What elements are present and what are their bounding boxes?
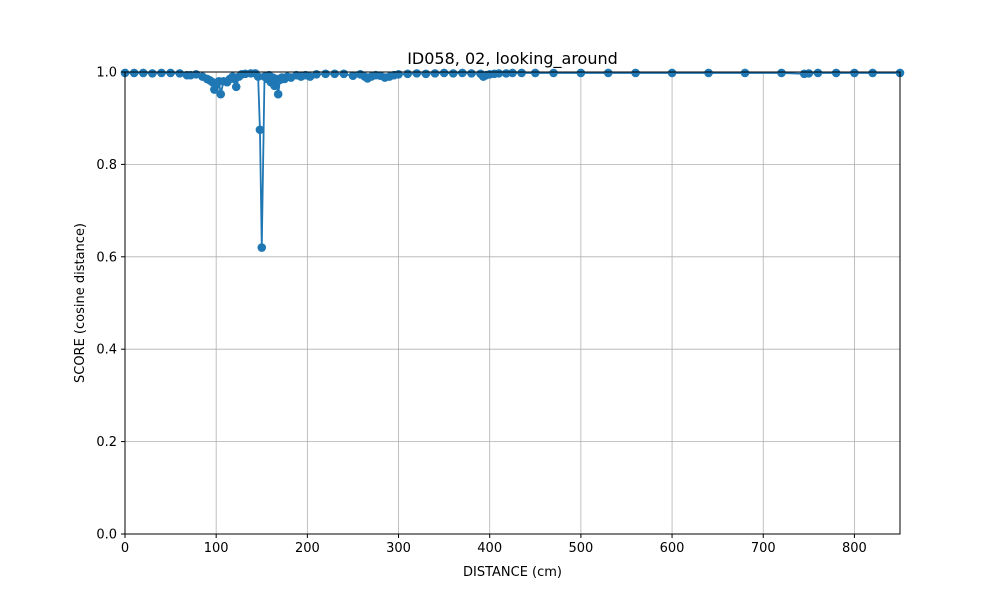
data-point <box>412 69 422 78</box>
data-point <box>576 68 586 78</box>
data-point <box>439 68 449 78</box>
data-point <box>517 68 526 78</box>
data-point <box>394 70 403 79</box>
data-point <box>166 68 175 78</box>
y-tick-label: 0.8 <box>96 158 117 173</box>
data-point <box>403 69 412 79</box>
data-point <box>257 243 267 252</box>
y-axis: 0.0 0.2 0.4 0.6 0.8 1.0 <box>96 66 125 543</box>
data-point <box>740 68 750 78</box>
data-point <box>549 68 558 78</box>
data-point <box>631 68 640 78</box>
x-tick-label: 700 <box>751 541 776 556</box>
data-point <box>255 125 265 135</box>
data-point <box>850 68 859 78</box>
data-point <box>530 68 540 78</box>
y-axis-label: SCORE (cosine distance) <box>73 223 88 383</box>
chart-title: ID058, 02, looking_around <box>407 49 618 69</box>
x-axis-label: DISTANCE (cm) <box>463 565 562 580</box>
data-point <box>704 68 713 78</box>
data-point <box>348 71 358 80</box>
data-point <box>270 81 279 91</box>
data-point <box>129 68 139 78</box>
data-point <box>231 82 241 92</box>
data-point <box>777 68 786 78</box>
y-tick-label: 0.6 <box>96 250 117 265</box>
data-point <box>603 68 613 78</box>
data-point <box>813 68 823 78</box>
x-axis: 0 100 200 300 400 500 600 700 800 <box>121 534 867 556</box>
x-tick-label: 500 <box>568 541 593 556</box>
data-point <box>458 68 467 78</box>
y-tick-label: 0.0 <box>96 528 117 543</box>
data-point <box>508 68 517 78</box>
y-tick-label: 0.2 <box>96 435 117 450</box>
data-point <box>339 69 349 79</box>
data-point <box>501 69 511 78</box>
data-point <box>148 69 157 78</box>
data-point <box>253 72 263 81</box>
data-point <box>273 89 283 99</box>
data-point <box>804 69 814 78</box>
y-tick-label: 1.0 <box>96 66 117 81</box>
data-point <box>831 68 841 78</box>
data-point <box>157 68 166 78</box>
data-point <box>667 68 677 78</box>
data-point <box>138 68 148 78</box>
data-point <box>216 89 226 99</box>
data-point <box>494 69 504 78</box>
data-point <box>421 69 431 79</box>
data-point <box>321 69 330 79</box>
x-tick-label: 600 <box>660 541 685 556</box>
data-point <box>175 69 185 78</box>
data-point <box>430 69 440 78</box>
y-tick-label: 0.4 <box>96 343 117 358</box>
x-tick-label: 800 <box>842 541 867 556</box>
data-point <box>448 69 458 78</box>
data-point <box>467 69 476 78</box>
x-tick-label: 400 <box>477 541 502 556</box>
x-tick-label: 100 <box>204 541 229 556</box>
plot-frame <box>124 71 901 535</box>
x-tick-label: 0 <box>121 541 129 556</box>
data-point <box>868 68 877 78</box>
data-point <box>330 69 340 79</box>
data-point <box>312 70 321 79</box>
x-tick-label: 200 <box>295 541 320 556</box>
x-tick-label: 300 <box>386 541 411 556</box>
